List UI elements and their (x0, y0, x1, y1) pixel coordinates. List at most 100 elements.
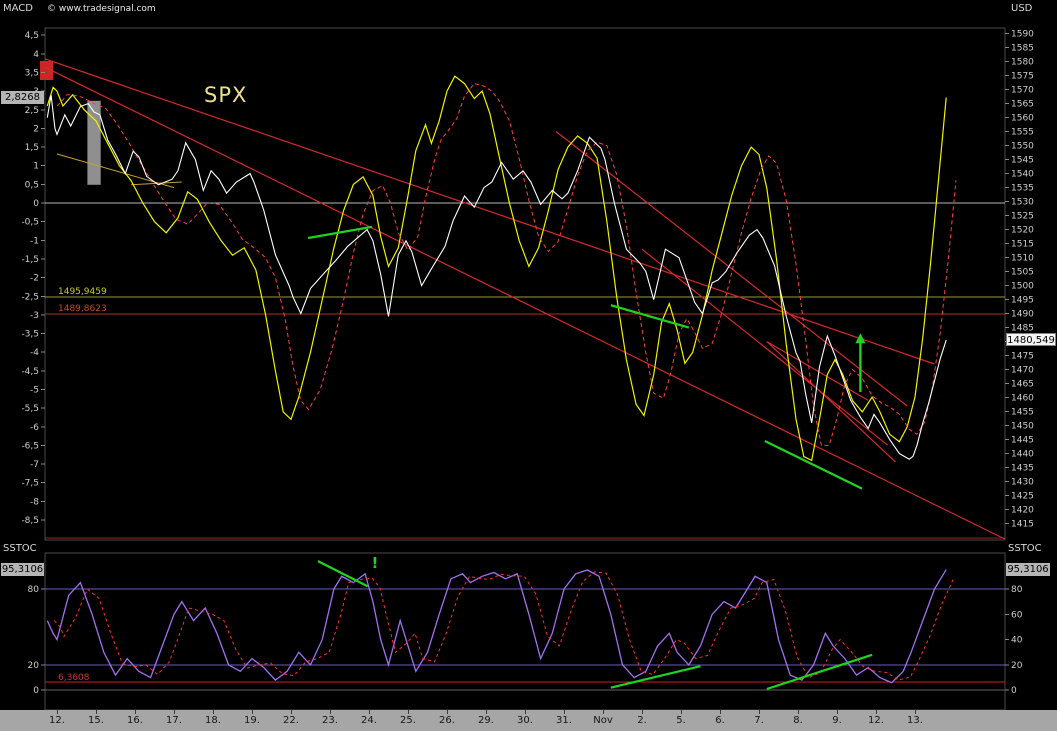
date-tick (174, 710, 175, 714)
axis-tick-label: 1425 (1011, 492, 1034, 502)
axis-tick-label: 40 (1011, 636, 1023, 646)
axis-tick-label: 1570 (1011, 86, 1034, 96)
axis-tick-label: 1515 (1011, 240, 1034, 250)
date-label: 12. (868, 715, 884, 726)
date-label: 8. (793, 715, 803, 726)
axis-tick-label: 1585 (1011, 44, 1034, 54)
macd-line[interactable] (46, 75, 947, 462)
axis-tick-label: 1490 (1011, 310, 1034, 320)
green-arrow-head (855, 333, 866, 344)
axis-tick-label: -1,5 (21, 255, 39, 265)
axis-tick-label: -0,5 (21, 218, 39, 228)
price-series-line[interactable] (46, 95, 947, 460)
price-level-label: 1489,8623 (58, 304, 107, 314)
green-stoch-line[interactable] (610, 665, 701, 689)
red-trendline[interactable] (641, 248, 889, 446)
stoch-right-axis-area[interactable] (1005, 553, 1057, 710)
axis-tick-label: 2,5 (25, 106, 39, 116)
date-tick (57, 710, 58, 714)
axis-tick-label: 0,5 (25, 180, 39, 190)
axis-tick-label: 1,5 (25, 143, 39, 153)
axis-tick-label: -4,5 (21, 367, 39, 377)
macd-panel-title: MACD (3, 3, 33, 14)
stoch-d-line[interactable] (53, 571, 954, 681)
axis-tick-label: 1540 (1011, 170, 1034, 180)
axis-tick-label: -6,5 (21, 441, 39, 451)
date-tick (915, 710, 916, 714)
axis-tick-label: 80 (28, 585, 40, 595)
axis-tick-label: 1460 (1011, 394, 1034, 404)
axis-tick-label: -7,5 (21, 479, 39, 489)
date-tick (135, 710, 136, 714)
macd-axis-area[interactable] (0, 28, 45, 540)
date-tick (408, 710, 409, 714)
red-left-edge-marker (40, 61, 53, 80)
axis-tick-label: 20 (28, 661, 40, 671)
axis-tick-label: -5 (30, 386, 39, 396)
axis-tick-label: 1 (33, 162, 39, 172)
axis-tick-label: -5,5 (21, 404, 39, 414)
stoch-panel-plot-area[interactable] (44, 552, 1006, 711)
stoch-k-line[interactable] (46, 569, 947, 684)
axis-tick-label: 0 (33, 199, 39, 209)
axis-tick-label: 1420 (1011, 506, 1034, 516)
axis-tick-label: -7 (30, 460, 39, 470)
date-tick (681, 710, 682, 714)
axis-tick-label: 1535 (1011, 184, 1034, 194)
date-label: 13. (907, 715, 923, 726)
stoch-panel-title-left: SSTOC (3, 543, 37, 554)
date-tick (330, 710, 331, 714)
date-tick (525, 710, 526, 714)
axis-tick-label: 1430 (1011, 478, 1034, 488)
green-stoch-line[interactable] (317, 560, 369, 588)
date-label: 31. (556, 715, 572, 726)
copyright-notice: © www.tradesignal.com (47, 4, 156, 14)
date-label: 7. (754, 715, 764, 726)
date-axis[interactable]: 12. 15. 16. 17. 18. 19. 22. 23. 24. 25. 26. 29. 30. 3… (0, 710, 1057, 731)
price-axis-title: USD (1011, 3, 1033, 14)
date-label: 15. (88, 715, 104, 726)
axis-tick-label: 4,5 (25, 31, 39, 41)
gray-highlight-bar[interactable] (87, 100, 101, 185)
date-label: 12. (49, 715, 65, 726)
green-trendline[interactable] (308, 225, 373, 240)
green-trendline[interactable] (764, 440, 863, 490)
date-label: 29. (478, 715, 494, 726)
date-label: 25. (400, 715, 416, 726)
price-panel-plot-area[interactable] (44, 27, 1006, 541)
axis-tick-label: 20 (1011, 661, 1023, 671)
axis-tick-label: 1465 (1011, 380, 1034, 390)
axis-tick-label: 1555 (1011, 128, 1034, 138)
axis-tick-label: 4 (33, 50, 39, 60)
date-tick (759, 710, 760, 714)
date-tick (447, 710, 448, 714)
green-trendline[interactable] (610, 304, 690, 329)
axis-tick-label: -8 (30, 497, 39, 507)
symbol-label: SPX (204, 83, 248, 107)
date-tick (837, 710, 838, 714)
date-label: 26. (439, 715, 455, 726)
exclamation-annotation[interactable]: ! (371, 554, 378, 572)
axis-tick-label: 1590 (1011, 30, 1034, 40)
axis-tick-label: 1500 (1011, 282, 1034, 292)
axis-tick-label: 1565 (1011, 100, 1034, 110)
price-axis-area[interactable] (1005, 28, 1057, 540)
green-stoch-line[interactable] (766, 653, 873, 691)
red-trendline[interactable] (44, 66, 1005, 540)
date-label: 6. (715, 715, 725, 726)
red-trendline[interactable] (44, 58, 935, 365)
red-trendline[interactable] (766, 341, 869, 401)
axis-tick-label: 60 (1011, 610, 1023, 620)
axis-tick-label: 0 (1011, 686, 1017, 696)
axis-tick-label: 1435 (1011, 464, 1034, 474)
axis-tick-label: -3 (30, 311, 39, 321)
stoch-left-axis-area[interactable] (0, 553, 45, 710)
red-trendline[interactable] (555, 131, 908, 407)
axis-tick-label: 1580 (1011, 58, 1034, 68)
macd-signal-line[interactable] (56, 83, 957, 446)
date-label: 17. (166, 715, 182, 726)
date-label: 18. (205, 715, 221, 726)
date-tick (291, 710, 292, 714)
axis-tick-label: 1545 (1011, 156, 1034, 166)
